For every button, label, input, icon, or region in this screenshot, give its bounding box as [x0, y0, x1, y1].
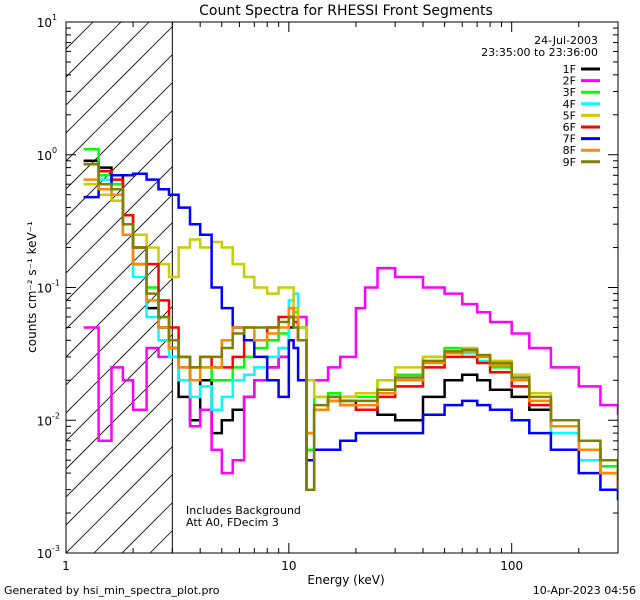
legend-label: 3F [563, 86, 576, 99]
chart-title: Count Spectra for RHESSI Front Segments [199, 3, 493, 19]
footer-generated-by: Generated by hsi_min_spectra_plot.pro [4, 584, 220, 597]
y-tick-label: 10 [37, 414, 52, 428]
y-tick-exponent: 1 [52, 13, 57, 22]
legend-label: 2F [563, 75, 576, 88]
y-tick-label: 10 [37, 16, 52, 30]
y-tick-label: 10 [37, 547, 52, 561]
legend-label: 1F [563, 63, 576, 76]
y-tick-label: 10 [37, 282, 52, 296]
x-tick-label: 1 [62, 559, 70, 573]
footer-timestamp: 10-Apr-2023 04:56 [533, 584, 636, 597]
hatch-mask [172, 22, 618, 553]
hatch-line [66, 22, 206, 162]
series-lines [83, 148, 618, 501]
annotation-background: Includes Background [186, 504, 301, 517]
y-tick-exponent: -3 [52, 544, 60, 553]
y-tick-exponent: -2 [52, 411, 60, 420]
legend-label: 9F [563, 156, 576, 169]
legend-label: 8F [563, 144, 576, 157]
hatch-line [66, 22, 122, 78]
plot-frame [65, 21, 619, 554]
legend-label: 6F [563, 121, 576, 134]
y-tick-exponent: -1 [52, 279, 60, 288]
y-tick-label: 10 [37, 149, 52, 163]
x-axis-label: Energy (keV) [307, 573, 384, 587]
series-line-9f [83, 162, 618, 491]
x-tick-label: 100 [500, 559, 523, 573]
hatch-line [66, 22, 234, 190]
hatched-region [66, 22, 640, 553]
series-line-7f [83, 172, 618, 501]
hatch-line [626, 22, 640, 553]
x-tick-label: 10 [281, 559, 296, 573]
legend-label: 7F [563, 133, 576, 146]
hatch-line [66, 22, 178, 134]
annotation-attenuator: Att A0, FDecim 3 [186, 516, 279, 529]
legend-label: 5F [563, 109, 576, 122]
y-axis-label: counts cm⁻² s⁻¹ keV⁻¹ [25, 221, 39, 353]
date-label: 24-Jul-2003 [534, 34, 598, 47]
axis-ticks [65, 21, 619, 554]
y-tick-exponent: 0 [52, 146, 57, 155]
x-tick-labels: 1 10 100 [62, 559, 523, 573]
time-range-label: 23:35:00 to 23:36:00 [481, 46, 598, 59]
legend-label: 4F [563, 98, 576, 111]
